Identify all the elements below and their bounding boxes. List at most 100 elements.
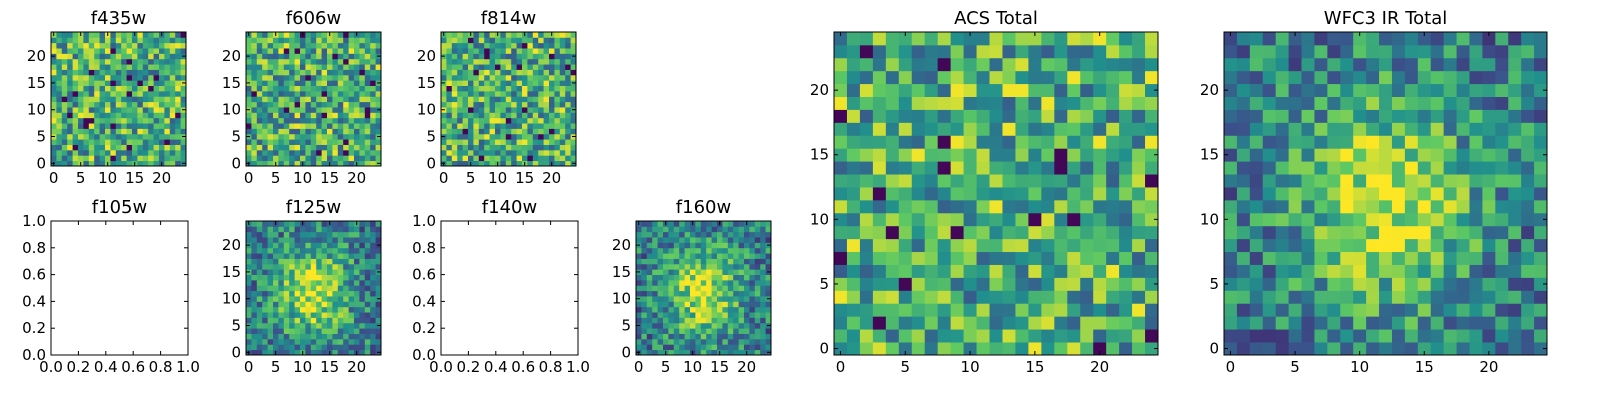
- heatmap-cell: [246, 48, 252, 54]
- heatmap-cell: [1443, 251, 1457, 265]
- heatmap-cell: [937, 109, 952, 123]
- heatmap-cell: [294, 160, 301, 167]
- heatmap-cell: [1106, 303, 1120, 317]
- panel-title: f606w: [286, 8, 341, 29]
- heatmap-cell: [343, 144, 349, 151]
- heatmap-cell: [451, 96, 458, 103]
- heatmap-cell: [94, 58, 100, 65]
- heatmap-cell: [478, 112, 485, 119]
- heatmap-cell: [495, 96, 501, 103]
- heatmap-cell: [924, 70, 939, 85]
- y-tick-label: 1.0: [412, 212, 436, 230]
- heatmap-cell: [332, 338, 339, 345]
- heatmap-cell: [1379, 161, 1393, 175]
- heatmap-cell: [251, 237, 258, 243]
- heatmap-cell: [495, 101, 501, 108]
- heatmap-cell: [88, 112, 95, 119]
- heatmap-cell: [744, 290, 750, 297]
- heatmap-cell: [375, 112, 382, 119]
- heatmap-cell: [1508, 135, 1522, 149]
- heatmap-cell: [532, 90, 539, 97]
- heatmap-cell: [950, 238, 964, 253]
- heatmap-cell: [305, 133, 312, 140]
- heatmap-cell: [359, 74, 366, 81]
- heatmap-cell: [164, 37, 171, 44]
- heatmap-cell: [294, 90, 301, 97]
- heatmap-cell: [549, 42, 555, 49]
- heatmap-cell: [1391, 148, 1406, 162]
- heatmap-cell: [1353, 32, 1367, 46]
- heatmap-cell: [473, 112, 480, 119]
- heatmap-cell: [1119, 174, 1133, 188]
- heatmap-cell: [872, 83, 887, 97]
- heatmap-cell: [305, 269, 312, 275]
- heatmap-cell: [164, 90, 171, 97]
- heatmap-cell: [690, 322, 696, 329]
- heatmap-cell: [468, 96, 474, 103]
- heatmap-cell: [538, 42, 544, 49]
- heatmap-cell: [673, 322, 680, 329]
- heatmap-cell: [310, 64, 317, 70]
- heatmap-cell: [754, 258, 761, 265]
- heatmap-cell: [110, 128, 117, 135]
- heatmap-cell: [262, 306, 268, 313]
- heatmap-cell: [343, 333, 349, 340]
- heatmap-cell: [164, 48, 171, 54]
- heatmap-cell: [1495, 329, 1509, 343]
- heatmap-cell: [1353, 290, 1367, 304]
- heatmap-cell: [337, 279, 344, 286]
- heatmap-cell: [1534, 264, 1548, 278]
- heatmap-cell: [327, 53, 333, 60]
- heatmap-cell: [532, 101, 539, 108]
- heatmap-cell: [1015, 44, 1029, 59]
- heatmap-cell: [976, 290, 990, 304]
- heatmap-cell: [457, 42, 463, 49]
- heatmap-cell: [1288, 135, 1302, 149]
- heatmap-cell: [727, 328, 734, 334]
- heatmap-cell: [370, 74, 376, 81]
- heatmap-cell: [1469, 96, 1483, 110]
- heatmap-cell: [446, 144, 453, 151]
- heatmap-cell: [468, 139, 474, 145]
- heatmap-cell: [1054, 342, 1068, 356]
- heatmap-cell: [132, 123, 138, 129]
- heatmap-cell: [489, 96, 496, 103]
- heatmap-cell: [950, 316, 964, 330]
- heatmap-cell: [1145, 57, 1159, 72]
- heatmap-cell: [1132, 212, 1146, 227]
- heatmap-cell: [695, 322, 702, 329]
- heatmap-cell: [646, 242, 653, 249]
- heatmap-cell: [1314, 251, 1328, 265]
- heatmap-cell: [1119, 342, 1133, 356]
- heatmap-cell: [473, 48, 480, 54]
- heatmap-cell: [834, 212, 848, 227]
- heatmap-cell: [690, 301, 696, 308]
- heatmap-cell: [1456, 329, 1470, 343]
- heatmap-cell: [505, 64, 512, 70]
- heatmap-cell: [937, 187, 952, 201]
- heatmap-cell: [478, 37, 485, 44]
- heatmap-cell: [364, 290, 371, 297]
- heatmap-cell: [316, 258, 322, 265]
- heatmap-cell: [765, 231, 772, 238]
- heatmap-cell: [51, 112, 57, 119]
- heatmap-cell: [711, 237, 718, 243]
- heatmap-cell: [673, 338, 680, 345]
- heatmap-cell: [760, 322, 766, 329]
- heatmap-cell: [132, 101, 138, 108]
- heatmap-cell: [99, 80, 106, 86]
- heatmap-cell: [527, 133, 534, 140]
- heatmap-cell: [963, 70, 977, 85]
- heatmap-cell: [278, 338, 285, 345]
- heatmap-cell: [446, 96, 453, 103]
- heatmap-cell: [570, 37, 577, 44]
- heatmap-cell: [283, 285, 290, 292]
- heatmap-cell: [273, 290, 279, 297]
- heatmap-cell: [83, 160, 90, 167]
- heatmap-cell: [727, 269, 734, 275]
- heatmap-cell: [321, 69, 328, 76]
- heatmap-cell: [1132, 174, 1146, 188]
- heatmap-cell: [1495, 109, 1509, 123]
- heatmap-cell: [1417, 174, 1432, 188]
- heatmap-cell: [505, 117, 512, 124]
